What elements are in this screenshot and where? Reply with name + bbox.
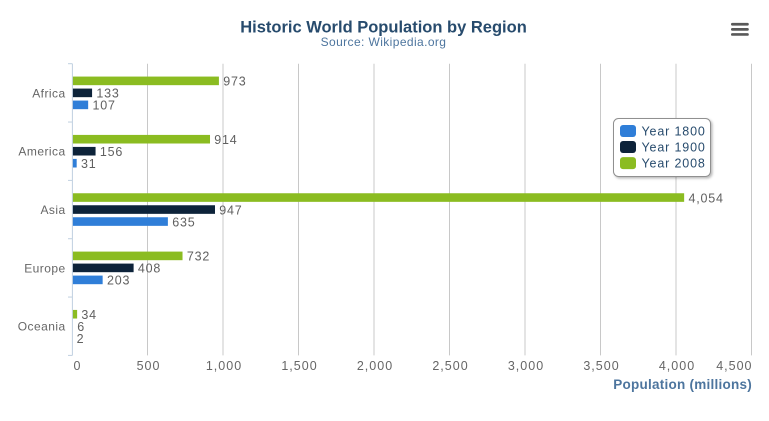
svg-text:2: 2 — [77, 332, 85, 346]
svg-text:1,500: 1,500 — [281, 359, 317, 373]
svg-text:34: 34 — [81, 308, 97, 322]
svg-text:Year 2008: Year 2008 — [642, 157, 706, 171]
svg-text:Oceania: Oceania — [18, 320, 66, 334]
svg-text:973: 973 — [223, 75, 246, 89]
svg-text:4,000: 4,000 — [659, 359, 695, 373]
svg-text:635: 635 — [172, 215, 195, 229]
svg-text:107: 107 — [92, 99, 115, 113]
svg-text:408: 408 — [138, 262, 161, 276]
svg-text:0: 0 — [74, 359, 82, 373]
svg-text:Asia: Asia — [40, 203, 65, 217]
svg-text:203: 203 — [107, 274, 130, 288]
svg-text:Year 1800: Year 1800 — [642, 124, 706, 138]
svg-text:3,000: 3,000 — [508, 359, 544, 373]
svg-text:31: 31 — [81, 157, 97, 171]
svg-text:Europe: Europe — [24, 261, 65, 275]
svg-text:4,500: 4,500 — [716, 359, 752, 373]
svg-text:914: 914 — [214, 133, 237, 147]
svg-text:Source: Wikipedia.org: Source: Wikipedia.org — [321, 35, 447, 49]
svg-text:947: 947 — [219, 203, 242, 217]
svg-text:Historic World Population by R: Historic World Population by Region — [240, 18, 527, 36]
svg-text:732: 732 — [187, 250, 210, 264]
svg-text:Africa: Africa — [32, 86, 65, 100]
svg-text:2,500: 2,500 — [432, 359, 468, 373]
svg-text:4,054: 4,054 — [688, 191, 723, 205]
svg-text:3,500: 3,500 — [583, 359, 619, 373]
svg-text:1,000: 1,000 — [206, 359, 242, 373]
svg-text:156: 156 — [100, 145, 123, 159]
svg-text:Population (millions): Population (millions) — [613, 377, 752, 392]
svg-text:6: 6 — [77, 320, 85, 334]
svg-text:2,000: 2,000 — [357, 359, 393, 373]
svg-text:500: 500 — [137, 359, 161, 373]
svg-text:America: America — [18, 145, 65, 159]
svg-text:Year 1900: Year 1900 — [642, 140, 706, 154]
svg-text:133: 133 — [96, 87, 119, 101]
